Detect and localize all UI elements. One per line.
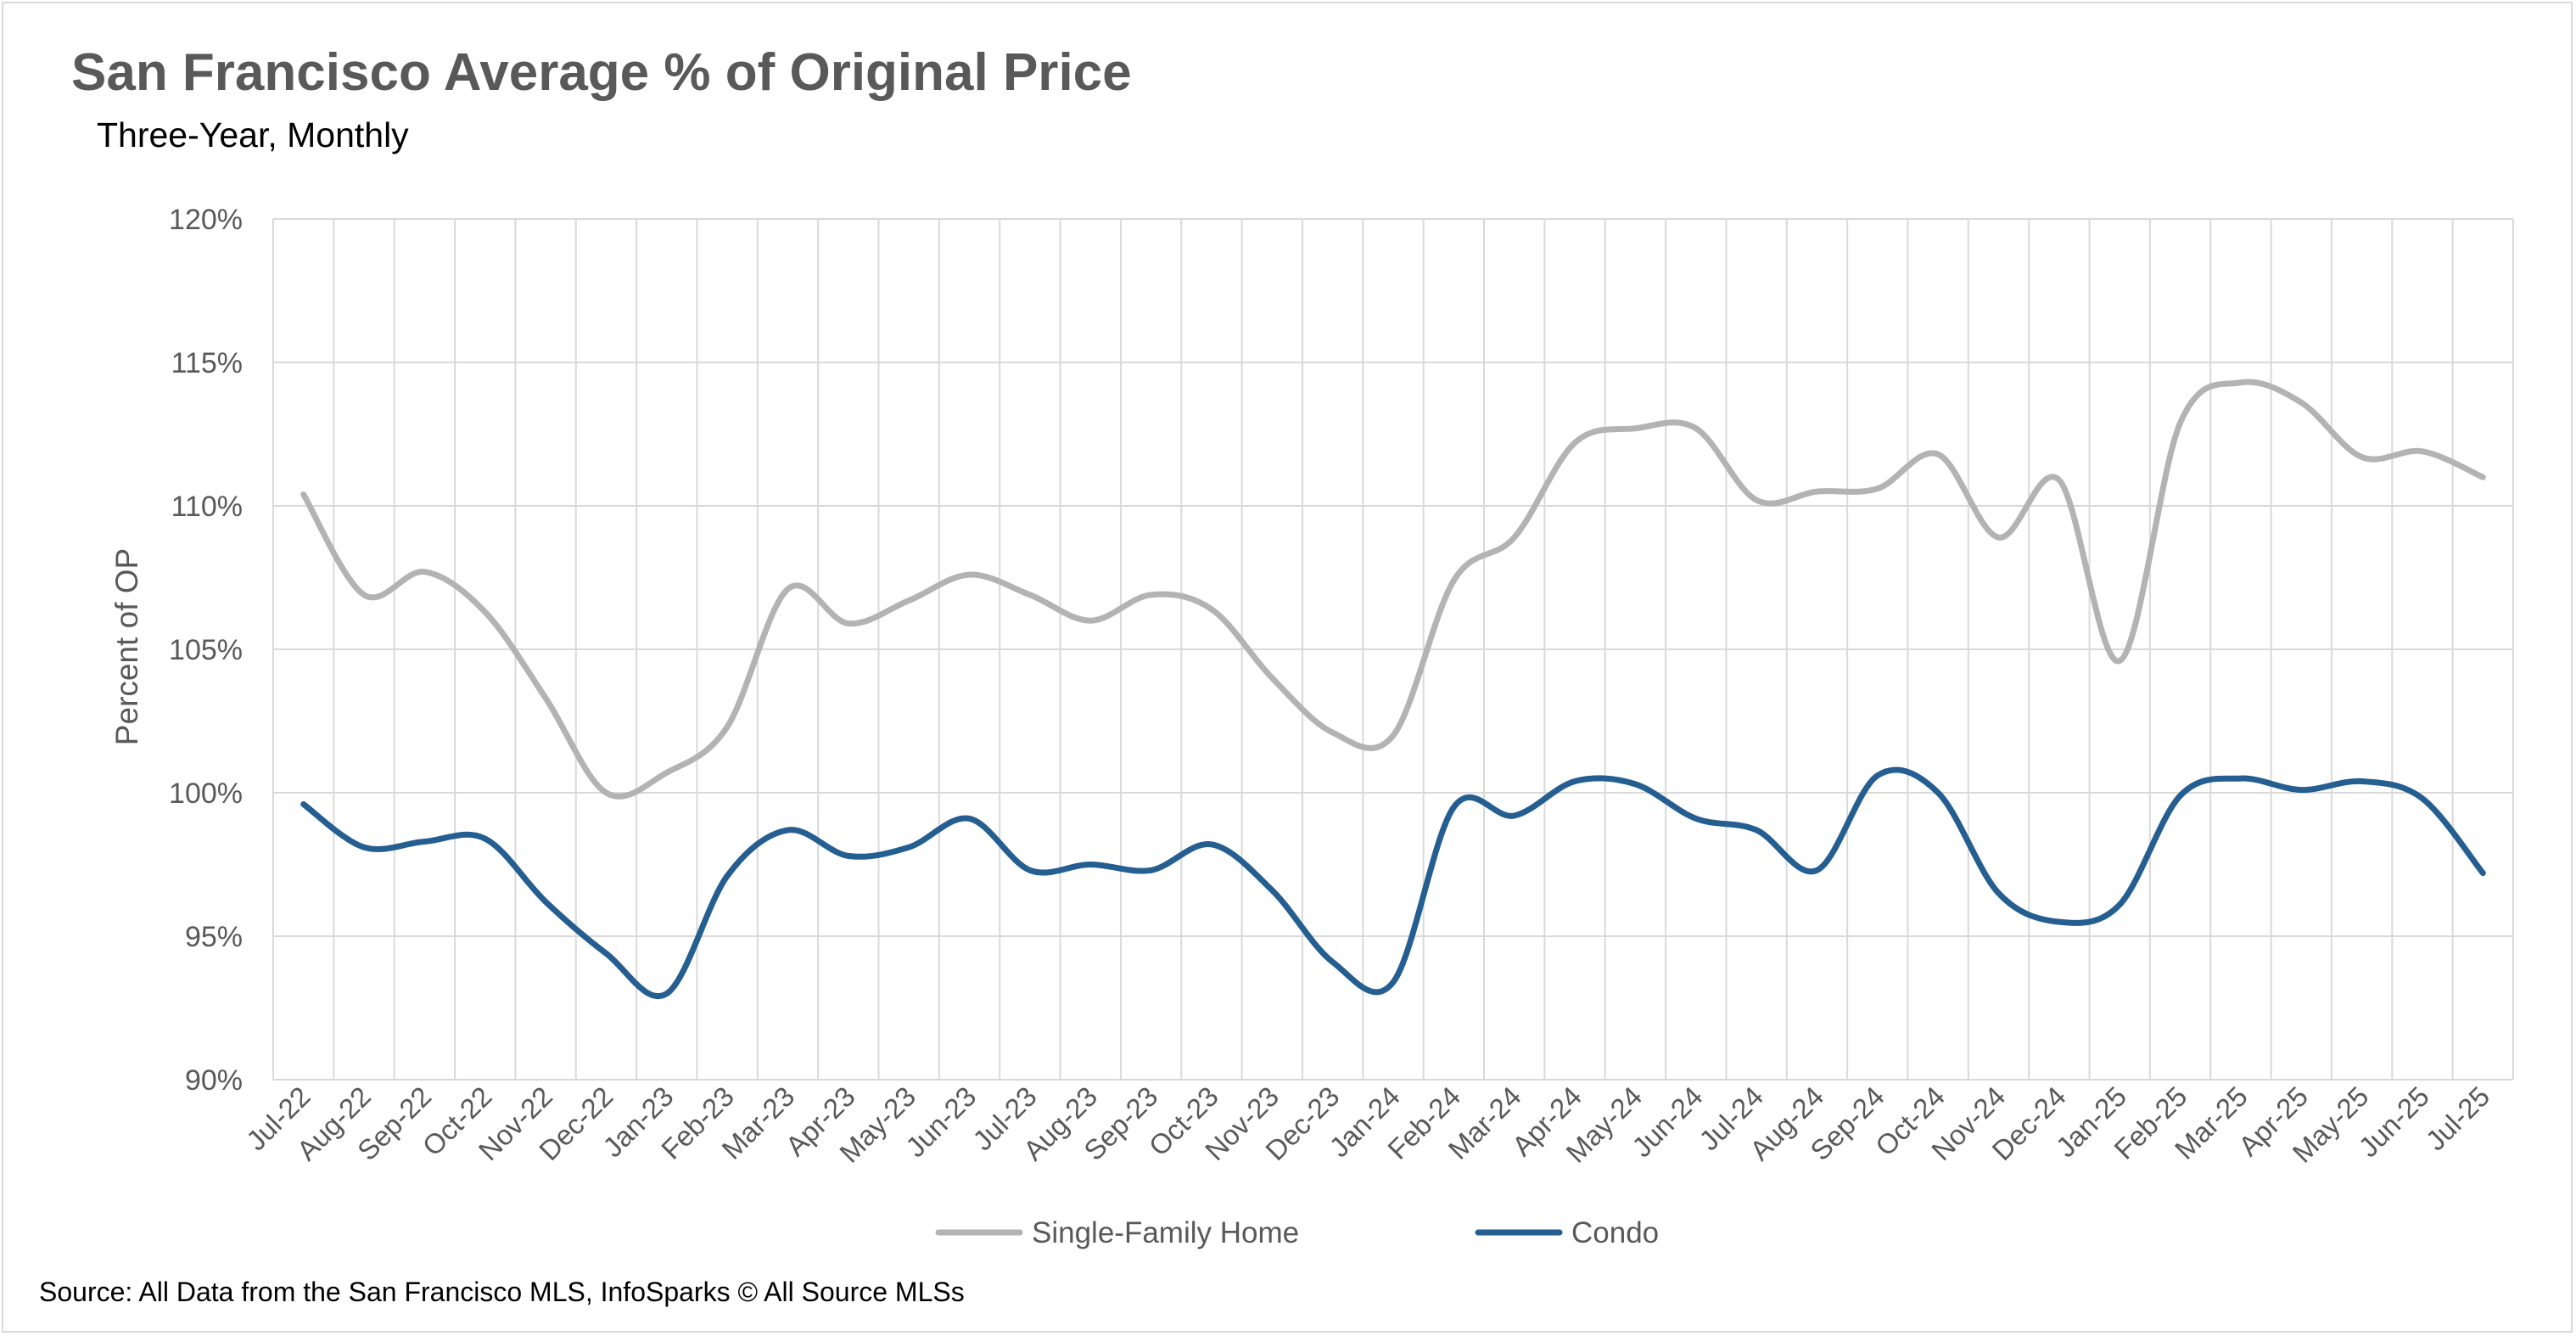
y-tick-labels: 90% 95% 100% 105% 110% 115% 120%: [169, 204, 243, 1097]
x-tick-labels: Jul-22Aug-22Sep-22Oct-22Nov-22Dec-22Jan-…: [240, 1081, 2495, 1169]
data-point-condo: [1149, 867, 1154, 873]
data-point-condo: [1996, 890, 2002, 895]
data-point-single-family-home: [1875, 486, 1880, 491]
data-point-single-family-home: [1694, 426, 1699, 431]
series-line-single-family-home: [300, 379, 2486, 800]
data-point-single-family-home: [664, 770, 669, 775]
data-point-single-family-home: [1572, 441, 1577, 446]
data-point-condo: [2480, 871, 2485, 876]
data-point-condo: [361, 845, 367, 850]
data-point-single-family-home: [543, 696, 548, 701]
y-tick-label: 110%: [171, 491, 243, 523]
data-point-condo: [1754, 828, 1759, 833]
data-point-single-family-home: [2360, 455, 2365, 460]
data-point-condo: [2299, 788, 2304, 793]
y-tick-label: 120%: [169, 204, 243, 236]
data-point-single-family-home: [361, 592, 367, 598]
series-lines: [300, 379, 2486, 999]
data-point-condo: [2178, 793, 2183, 798]
data-point-condo: [483, 836, 488, 841]
data-point-condo: [906, 845, 911, 850]
y-tick-label: 105%: [169, 634, 243, 666]
y-tick-label: 100%: [169, 777, 243, 810]
series-line-condo: [300, 766, 2486, 999]
data-point-single-family-home: [1269, 676, 1274, 681]
x-tick-label: Jul-25: [2420, 1081, 2496, 1157]
data-point-condo: [1815, 867, 1820, 873]
data-point-single-family-home: [422, 570, 427, 575]
data-point-condo: [1512, 813, 1517, 818]
data-point-condo: [1088, 862, 1093, 867]
data-point-single-family-home: [2178, 420, 2183, 425]
data-point-single-family-home: [2420, 449, 2425, 454]
y-tick-label: 115%: [171, 347, 243, 379]
data-point-single-family-home: [967, 572, 972, 577]
data-point-single-family-home: [1815, 489, 1820, 494]
data-point-single-family-home: [1391, 733, 1396, 738]
data-point-condo: [422, 839, 427, 845]
data-point-condo: [1572, 779, 1577, 784]
data-point-condo: [1391, 980, 1396, 985]
data-point-single-family-home: [2480, 474, 2485, 480]
source-note: Source: All Data from the San Francisco …: [39, 1277, 965, 1307]
data-point-condo: [1028, 867, 1033, 873]
data-point-single-family-home: [906, 598, 911, 603]
y-axis-title: Percent of OP: [109, 548, 144, 745]
data-point-condo: [603, 951, 608, 956]
data-point-condo: [2238, 776, 2243, 781]
data-point-single-family-home: [1330, 730, 1336, 735]
data-point-condo: [1269, 888, 1274, 893]
data-point-condo: [1875, 773, 1880, 778]
data-point-single-family-home: [1632, 426, 1638, 431]
data-point-condo: [301, 802, 306, 807]
data-point-condo: [1632, 782, 1638, 787]
y-tick-label: 95%: [185, 921, 243, 953]
data-point-condo: [967, 816, 972, 821]
data-point-single-family-home: [301, 492, 306, 497]
data-point-condo: [1330, 959, 1336, 964]
data-point-condo: [786, 828, 791, 833]
grid-lines: [272, 218, 2514, 1081]
legend: Single-Family Home Condo: [935, 1216, 1659, 1249]
data-point-single-family-home: [1996, 535, 2002, 540]
data-point-single-family-home: [2117, 659, 2122, 664]
data-point-single-family-home: [603, 790, 608, 795]
data-point-single-family-home: [725, 724, 730, 729]
legend-label-single-family-home: Single-Family Home: [1032, 1216, 1299, 1249]
data-point-condo: [846, 853, 851, 858]
chart-subtitle: Three-Year, Monthly: [97, 115, 409, 154]
data-point-condo: [2057, 919, 2062, 924]
data-point-condo: [2117, 902, 2122, 907]
data-point-condo: [1935, 790, 1940, 795]
data-point-single-family-home: [1028, 592, 1033, 598]
data-point-condo: [2420, 796, 2425, 801]
data-point-single-family-home: [1209, 607, 1214, 612]
data-point-single-family-home: [1512, 535, 1517, 540]
y-tick-label: 90%: [185, 1064, 243, 1097]
data-point-single-family-home: [1149, 592, 1154, 598]
data-point-condo: [1451, 805, 1456, 810]
data-point-single-family-home: [2299, 400, 2304, 405]
data-point-single-family-home: [1451, 578, 1456, 583]
data-point-single-family-home: [846, 621, 851, 626]
data-point-condo: [543, 899, 548, 904]
data-point-condo: [664, 991, 669, 996]
chart-title: San Francisco Average % of Original Pric…: [71, 43, 1132, 102]
data-point-single-family-home: [2057, 478, 2062, 483]
data-point-condo: [1694, 816, 1699, 821]
data-point-single-family-home: [483, 609, 488, 615]
data-point-condo: [1209, 842, 1214, 847]
data-point-single-family-home: [1935, 452, 1940, 457]
data-point-condo: [2360, 779, 2365, 784]
data-point-single-family-home: [2238, 380, 2243, 385]
data-point-single-family-home: [786, 587, 791, 592]
data-point-single-family-home: [1754, 497, 1759, 502]
legend-label-condo: Condo: [1571, 1216, 1659, 1249]
data-point-condo: [725, 873, 730, 879]
data-point-single-family-home: [1088, 618, 1093, 623]
